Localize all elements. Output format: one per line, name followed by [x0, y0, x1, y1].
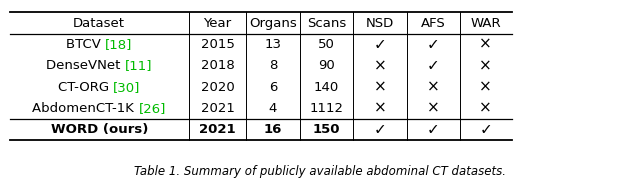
- Text: AFS: AFS: [421, 17, 445, 30]
- Text: [26]: [26]: [139, 102, 166, 115]
- Text: 150: 150: [313, 123, 340, 136]
- Text: 16: 16: [264, 123, 282, 136]
- Text: WAR: WAR: [470, 17, 501, 30]
- Text: ✓: ✓: [427, 37, 440, 52]
- Text: ✓: ✓: [427, 122, 440, 137]
- Text: 90: 90: [318, 59, 335, 72]
- Text: Organs: Organs: [249, 17, 297, 30]
- Text: 2018: 2018: [201, 59, 234, 72]
- Text: CT-ORG: CT-ORG: [58, 81, 113, 94]
- Text: AbdomenCT-1K: AbdomenCT-1K: [33, 102, 139, 115]
- Text: 2021: 2021: [199, 123, 236, 136]
- Text: 8: 8: [269, 59, 277, 72]
- Text: Year: Year: [204, 17, 232, 30]
- Text: ×: ×: [374, 58, 387, 73]
- Text: ×: ×: [479, 80, 492, 95]
- Text: ×: ×: [427, 80, 440, 95]
- Text: 13: 13: [264, 38, 282, 51]
- Text: ×: ×: [479, 58, 492, 73]
- Text: ✓: ✓: [479, 122, 492, 137]
- Text: ×: ×: [479, 37, 492, 52]
- Text: ×: ×: [374, 101, 387, 116]
- Text: Scans: Scans: [307, 17, 346, 30]
- Text: 2015: 2015: [201, 38, 234, 51]
- Text: 140: 140: [314, 81, 339, 94]
- Text: [11]: [11]: [125, 59, 152, 72]
- Text: ✓: ✓: [374, 122, 387, 137]
- Text: [30]: [30]: [113, 81, 141, 94]
- Text: WORD (ours): WORD (ours): [51, 123, 148, 136]
- Text: ×: ×: [479, 101, 492, 116]
- Text: ✓: ✓: [427, 58, 440, 73]
- Text: Table 1. Summary of publicly available abdominal CT datasets.: Table 1. Summary of publicly available a…: [134, 165, 506, 178]
- Text: 1112: 1112: [309, 102, 344, 115]
- Text: DenseVNet: DenseVNet: [46, 59, 125, 72]
- Text: ×: ×: [374, 80, 387, 95]
- Text: 4: 4: [269, 102, 277, 115]
- Text: Dataset: Dataset: [73, 17, 125, 30]
- Text: ✓: ✓: [374, 37, 387, 52]
- Text: NSD: NSD: [366, 17, 394, 30]
- Text: 50: 50: [318, 38, 335, 51]
- Text: 2020: 2020: [201, 81, 234, 94]
- Text: 6: 6: [269, 81, 277, 94]
- Text: ×: ×: [427, 101, 440, 116]
- Text: 2021: 2021: [201, 102, 234, 115]
- Text: [18]: [18]: [105, 38, 132, 51]
- Text: BTCV: BTCV: [66, 38, 105, 51]
